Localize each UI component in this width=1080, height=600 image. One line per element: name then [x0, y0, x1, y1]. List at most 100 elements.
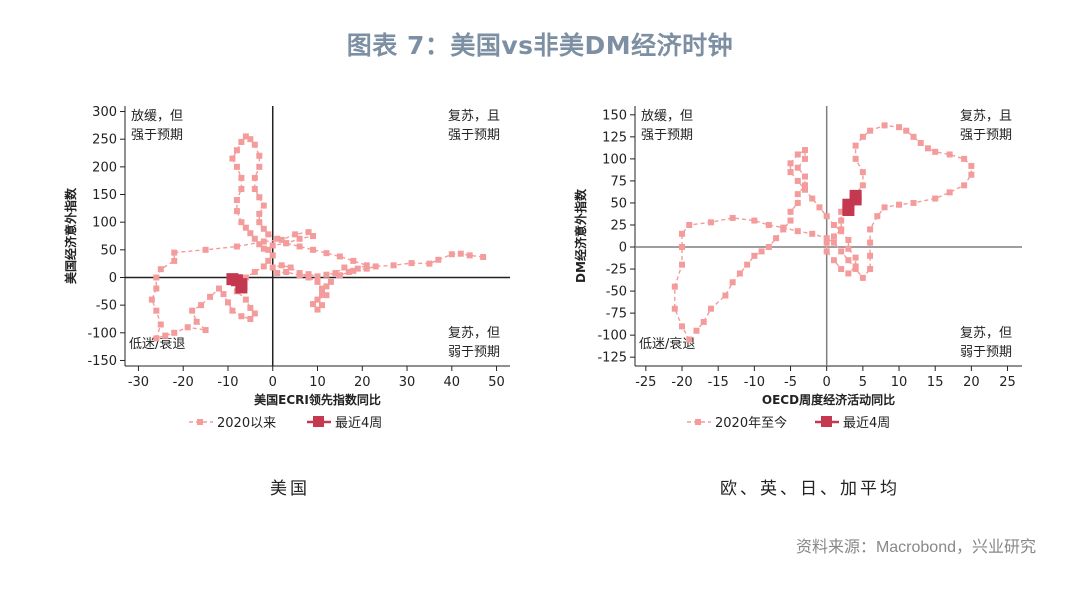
history-point	[256, 219, 263, 226]
history-point	[794, 164, 801, 171]
history-point	[323, 292, 330, 299]
history-point	[269, 264, 276, 271]
history-point	[283, 240, 290, 247]
quadrant-label-bottom-right: 复苏，但	[960, 325, 1012, 341]
history-point	[751, 217, 758, 224]
history-point	[327, 278, 334, 285]
quadrant-label-top-right: 强于预期	[960, 128, 1012, 143]
x-tick-label: 15	[927, 375, 944, 390]
history-point	[801, 186, 808, 193]
history-point	[260, 245, 267, 252]
history-point	[773, 235, 780, 242]
x-tick-label: -5	[784, 375, 797, 390]
history-point	[736, 270, 743, 277]
history-point	[874, 213, 881, 220]
history-point	[314, 278, 321, 285]
history-point	[229, 155, 236, 162]
history-point	[968, 162, 975, 169]
history-point	[946, 189, 953, 196]
history-point	[323, 271, 330, 278]
history-point	[794, 151, 801, 158]
history-point	[961, 182, 968, 189]
history-point	[341, 264, 348, 271]
history-point	[852, 142, 859, 149]
history-point	[758, 248, 765, 255]
quadrant-label-top-left: 强于预期	[131, 128, 183, 143]
history-point	[224, 299, 231, 306]
history-point	[794, 228, 801, 235]
history-point	[700, 318, 707, 325]
history-point	[336, 272, 343, 279]
y-tick-label: -150	[87, 354, 117, 369]
history-point	[917, 140, 924, 147]
history-point	[242, 133, 249, 140]
quadrant-label-top-right: 复苏，且	[960, 108, 1012, 124]
y-tick-label: -50	[96, 299, 117, 314]
history-point	[207, 293, 214, 300]
history-point	[256, 152, 263, 159]
history-point	[251, 141, 258, 148]
y-tick-label: 0	[109, 271, 117, 286]
history-point	[671, 305, 678, 312]
history-point	[867, 127, 874, 134]
history-line	[674, 124, 973, 340]
history-point	[466, 252, 473, 259]
history-point	[896, 124, 903, 131]
recent-point	[849, 189, 862, 202]
history-point	[744, 261, 751, 268]
history-point	[823, 239, 830, 246]
history-point	[318, 285, 325, 292]
history-point	[679, 323, 686, 330]
history-point	[350, 267, 357, 274]
history-point	[859, 274, 866, 281]
history-point	[881, 204, 888, 211]
quadrant-label-bottom-right: 弱于预期	[960, 345, 1012, 360]
history-point	[722, 292, 729, 299]
y-tick-label: 75	[610, 174, 627, 189]
history-point	[809, 230, 816, 237]
quadrant-label-top-left: 放缓，但	[641, 109, 693, 124]
history-point	[305, 274, 312, 281]
quadrant-label-top-left: 放缓，但	[131, 109, 183, 124]
history-point	[801, 182, 808, 189]
history-point	[707, 219, 714, 226]
history-point	[390, 262, 397, 269]
history-point	[363, 265, 370, 272]
y-tick-label: 150	[602, 108, 627, 123]
history-point	[153, 274, 160, 281]
history-point	[830, 221, 837, 228]
history-point	[202, 246, 209, 253]
history-point	[314, 273, 321, 280]
history-point	[794, 191, 801, 198]
x-tick-label: 20	[354, 375, 371, 390]
legend-recent-marker	[313, 416, 324, 427]
history-point	[686, 221, 693, 228]
history-point	[265, 246, 272, 253]
history-point	[256, 210, 263, 217]
y-tick-label: 100	[92, 216, 117, 231]
history-point	[171, 329, 178, 336]
history-point	[794, 177, 801, 184]
history-point	[867, 226, 874, 233]
history-point	[310, 246, 317, 253]
history-point	[247, 315, 254, 322]
history-point	[350, 257, 357, 264]
history-point	[845, 270, 852, 277]
x-axis-label: 美国ECRI领先指数同比	[254, 392, 381, 407]
history-point	[220, 291, 227, 298]
x-tick-label: 25	[999, 375, 1016, 390]
history-point	[372, 263, 379, 270]
history-point	[961, 155, 968, 162]
y-tick-label: 50	[610, 196, 627, 211]
history-point	[260, 238, 267, 245]
history-point	[247, 136, 254, 143]
history-point	[946, 151, 953, 158]
history-point	[903, 127, 910, 134]
x-tick-label: 50	[488, 375, 505, 390]
caption-us: 美国	[270, 479, 310, 499]
history-point	[216, 285, 223, 292]
history-point	[296, 235, 303, 242]
history-point	[765, 244, 772, 251]
history-point	[171, 257, 178, 264]
history-point	[238, 174, 245, 181]
